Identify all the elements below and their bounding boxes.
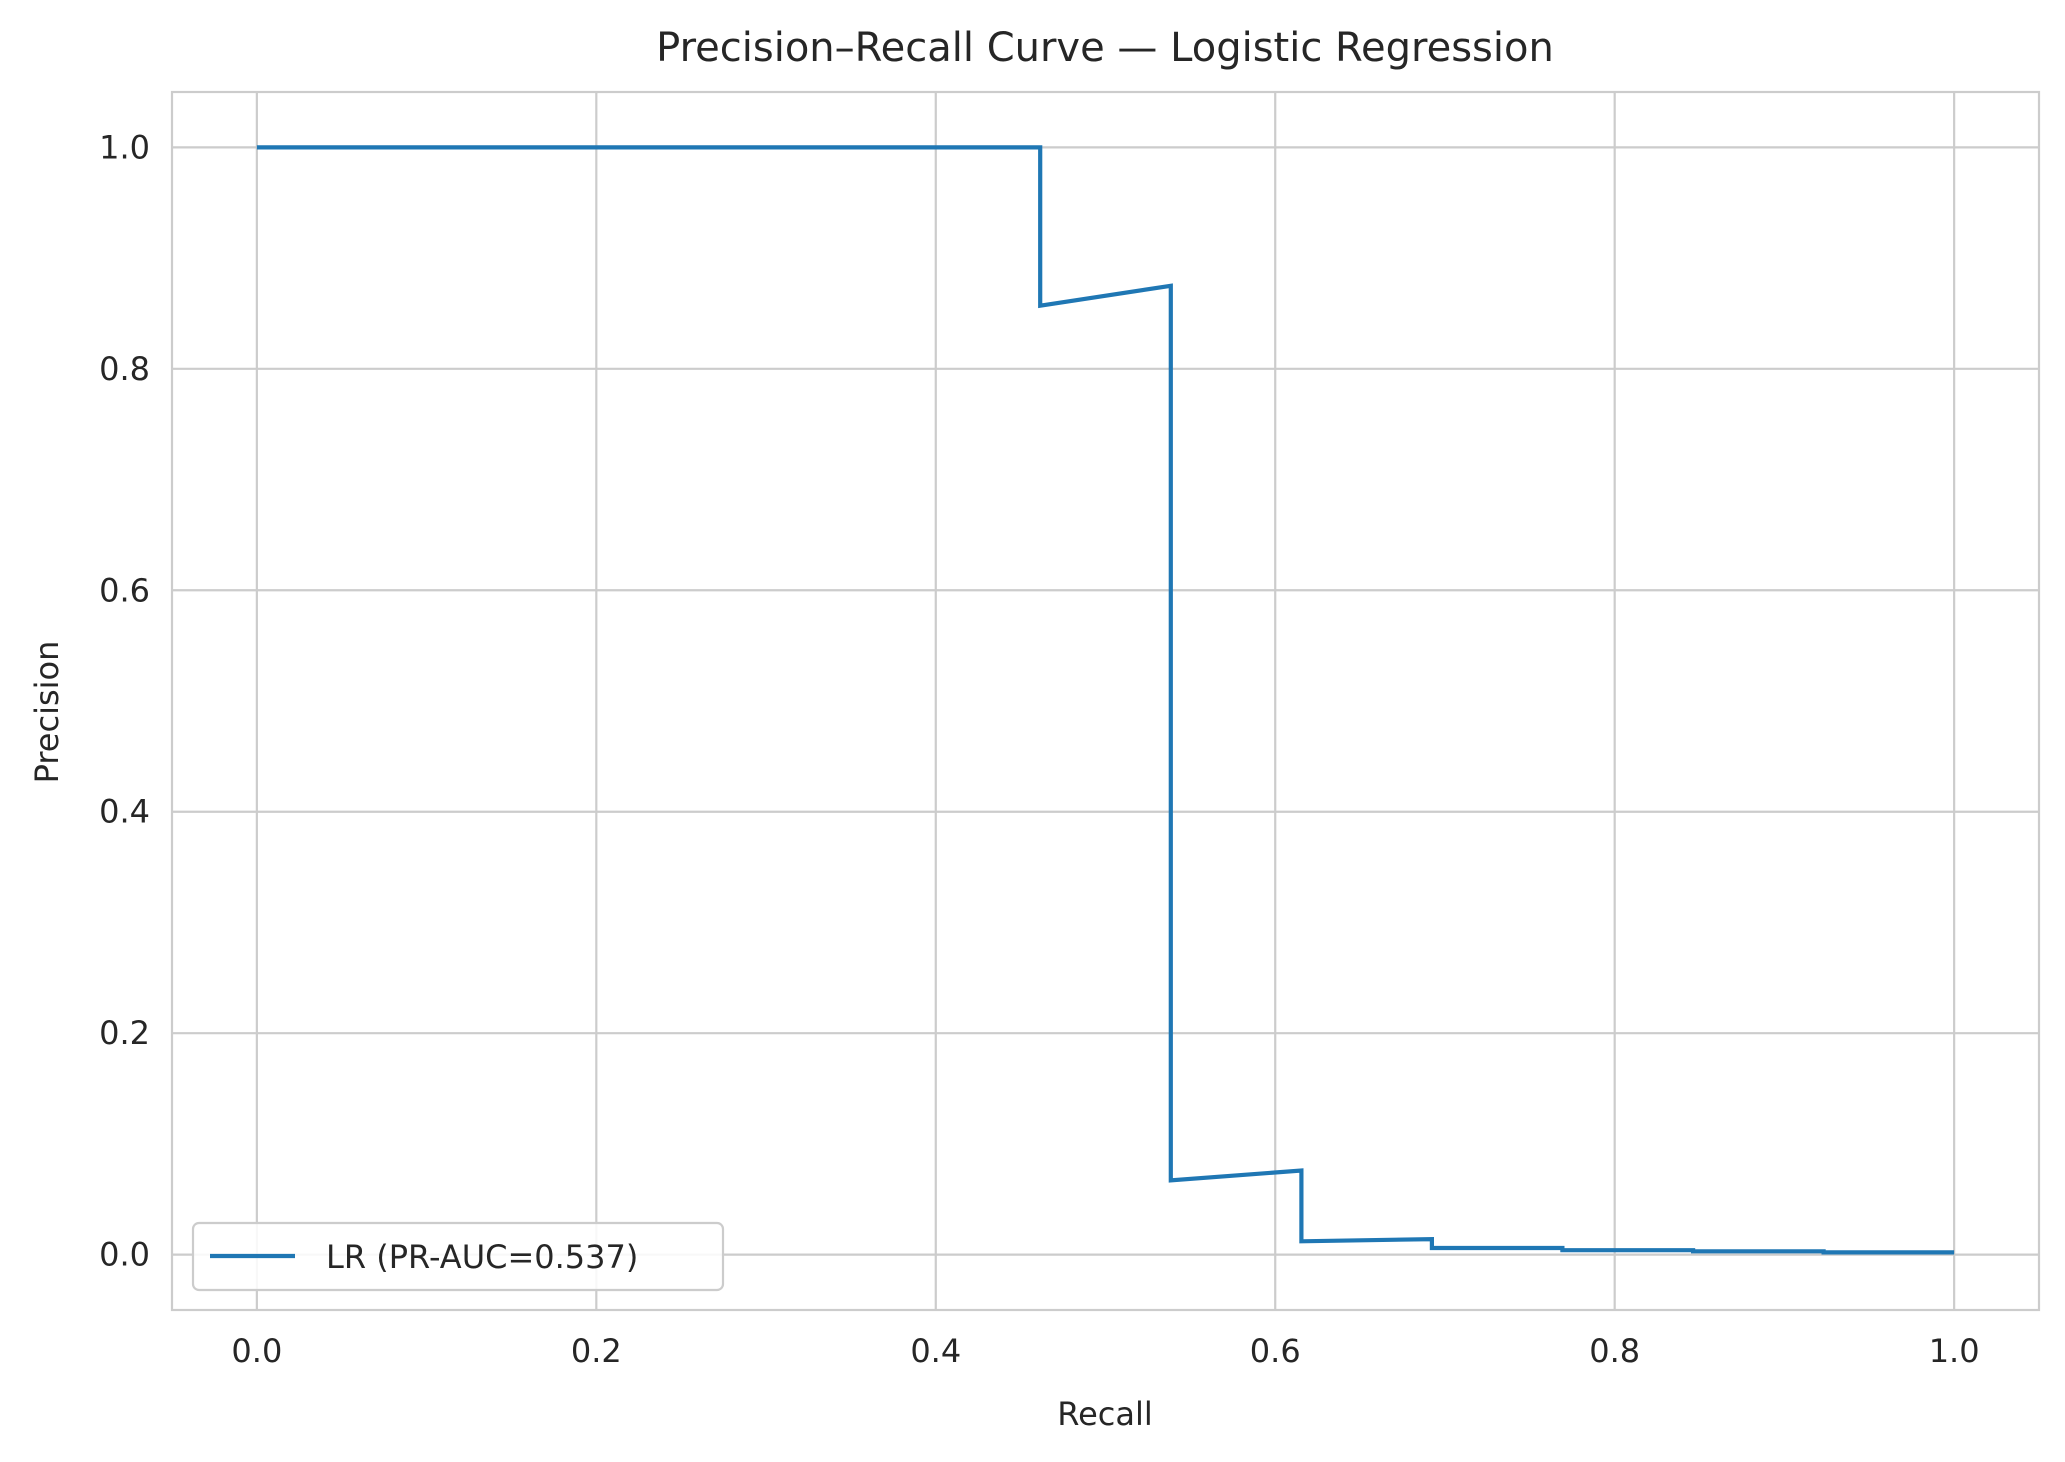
x-axis-label: Recall — [1057, 1395, 1152, 1433]
x-tick-label: 0.4 — [910, 1332, 961, 1370]
y-tick-label: 0.4 — [99, 793, 150, 831]
chart-title: Precision–Recall Curve — Logistic Regres… — [656, 25, 1554, 71]
x-tick-label: 1.0 — [1929, 1332, 1980, 1370]
x-tick-label: 0.0 — [231, 1332, 282, 1370]
y-tick-labels: 0.0 0.2 0.4 0.6 0.8 1.0 — [99, 128, 150, 1273]
series-layer — [256, 145, 1955, 1255]
y-tick-label: 0.6 — [99, 571, 150, 609]
x-tick-labels: 0.0 0.2 0.4 0.6 0.8 1.0 — [231, 1332, 1979, 1370]
legend-entry-lr: LR (PR-AUC=0.537) — [326, 1238, 638, 1276]
y-tick-label: 0.0 — [99, 1236, 150, 1274]
x-tick-label: 0.8 — [1589, 1332, 1640, 1370]
x-tick-label: 0.6 — [1250, 1332, 1301, 1370]
y-tick-label: 1.0 — [99, 128, 150, 166]
legend-box — [191, 1221, 725, 1292]
series-line-lr — [256, 145, 1955, 1255]
x-tick-label: 0.2 — [571, 1332, 622, 1370]
y-tick-label: 0.2 — [99, 1014, 150, 1052]
legend: LR (PR-AUC=0.537) — [191, 1221, 725, 1292]
grid — [172, 92, 2039, 1310]
y-axis-label: Precision — [28, 641, 66, 784]
y-tick-label: 0.8 — [99, 350, 150, 388]
plot-frame — [170, 90, 2041, 1312]
